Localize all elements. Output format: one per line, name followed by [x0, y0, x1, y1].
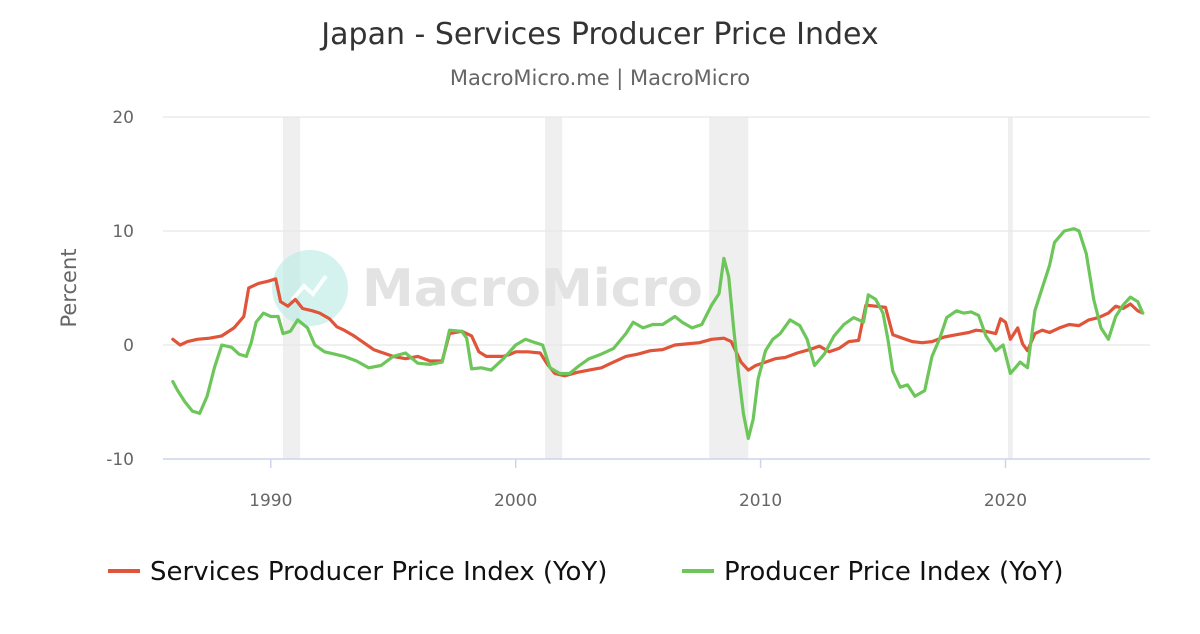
series-lines — [171, 227, 1145, 441]
legend-label-ppi[interactable]: Producer Price Index (YoY) — [724, 557, 1064, 587]
x-tick-label-1990: 1990 — [249, 491, 292, 511]
series-line-0 — [171, 277, 1145, 378]
y-tick-label-20: 20 — [112, 108, 134, 128]
x-tick-label-2010: 2010 — [739, 491, 782, 511]
chart-title: Japan - Services Producer Price Index — [319, 17, 878, 52]
watermark-logo-icon — [272, 250, 348, 326]
x-tick-label-2000: 2000 — [494, 491, 537, 511]
y-tick-label--10: -10 — [106, 450, 134, 470]
y-axis-label: Percent — [57, 248, 81, 327]
x-tick-label-2020: 2020 — [984, 491, 1027, 511]
legend-label-services-ppi[interactable]: Services Producer Price Index (YoY) — [150, 557, 607, 587]
y-tick-label-0: 0 — [123, 336, 134, 356]
watermark: MacroMicro — [272, 250, 703, 326]
series-line-1 — [171, 227, 1145, 441]
chart-subtitle: MacroMicro.me | MacroMicro — [450, 66, 750, 91]
gridlines — [163, 116, 1150, 346]
watermark-text: MacroMicro — [362, 259, 703, 319]
y-tick-label-10: 10 — [112, 222, 134, 242]
watermark-chart-icon — [290, 274, 328, 302]
recession-band-3 — [1007, 117, 1013, 459]
legend: Services Producer Price Index (YoY) Prod… — [108, 557, 1064, 587]
